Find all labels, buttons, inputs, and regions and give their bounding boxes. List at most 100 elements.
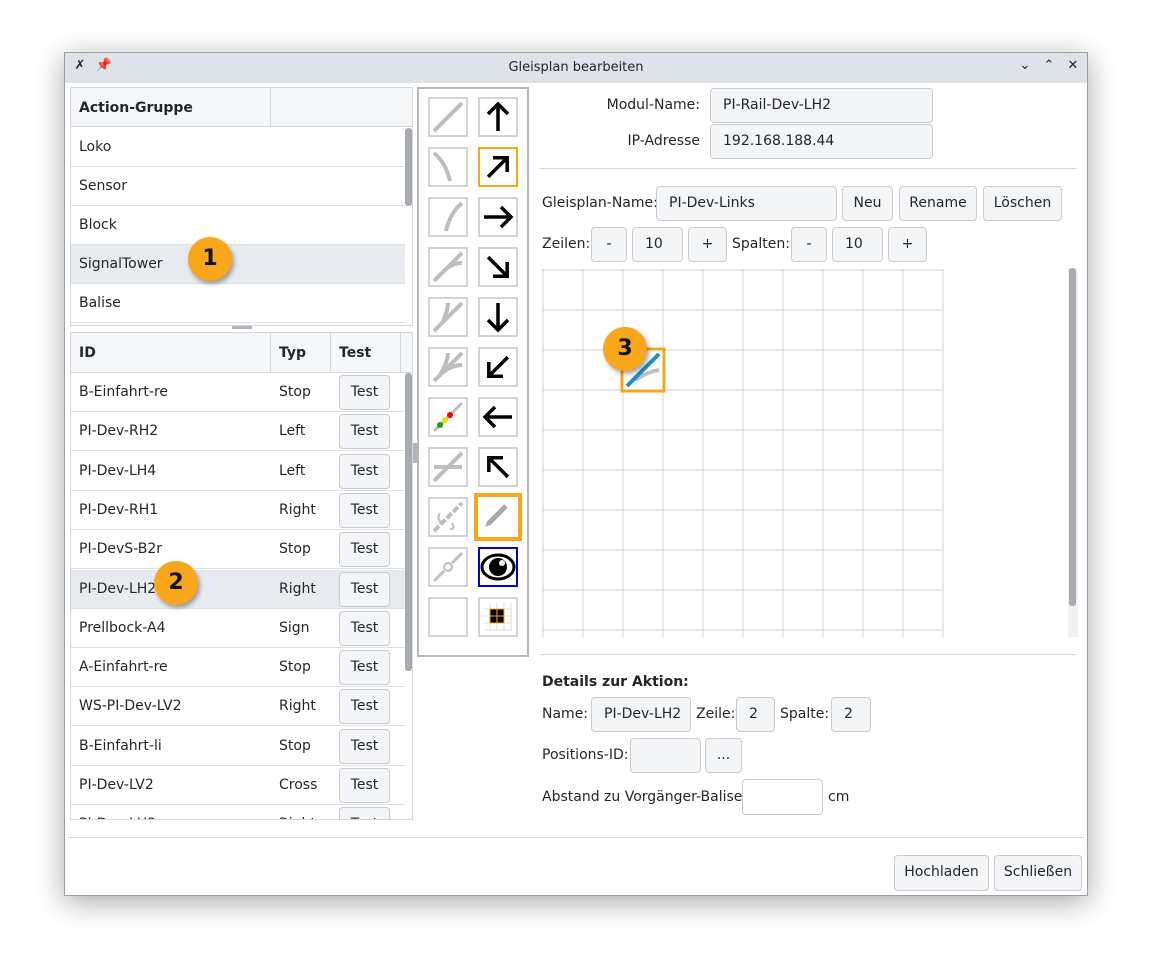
arrow-up-left-tool[interactable] [478, 447, 518, 487]
position-id-browse-button[interactable]: ... [705, 738, 742, 773]
group-row[interactable]: Loko [71, 128, 405, 167]
arrow-left-tool[interactable] [478, 397, 518, 437]
curve-left-tool[interactable] [428, 147, 468, 187]
test-button[interactable]: Test [339, 453, 390, 489]
curve-right-tool[interactable] [428, 197, 468, 237]
group-row[interactable]: Block [71, 206, 405, 245]
action-row[interactable]: B-Einfahrt-li Stop Test [71, 727, 405, 766]
crossing-tool[interactable] [428, 447, 468, 487]
signal-tool[interactable] [428, 397, 468, 437]
action-row[interactable]: PI-Dev-RH2 Left Test [71, 412, 405, 452]
pencil-tool[interactable] [474, 493, 522, 541]
ip-address-field[interactable]: 192.168.188.44 [710, 124, 933, 159]
group-name: Sensor [79, 178, 127, 194]
col-field[interactable]: 2 [831, 697, 871, 732]
test-button[interactable]: Test [339, 650, 390, 686]
position-id-label: Positions-ID: [542, 747, 629, 763]
rows-increment-button[interactable]: + [688, 227, 727, 262]
action-name-field[interactable]: PI-Dev-LH2 [591, 697, 691, 732]
action-row[interactable]: PI-Dev-LH4 Left Test [71, 452, 405, 491]
rows-label: Zeilen: [542, 236, 591, 252]
action-row[interactable]: Prellbock-A4 Sign Test [71, 609, 405, 648]
cols-label: Spalten: [732, 236, 790, 252]
straight-track-tool[interactable] [428, 97, 468, 137]
maximize-icon[interactable]: ⌃ [1043, 58, 1055, 73]
action-id: Prellbock-A4 [79, 619, 166, 636]
cols-field[interactable]: 10 [832, 227, 883, 262]
action-row[interactable]: PI-DevS-B2r Stop Test [71, 530, 405, 570]
new-button[interactable]: Neu [842, 186, 893, 221]
test-button[interactable]: Test [339, 610, 390, 646]
group-row[interactable]: SignalTower [71, 245, 405, 284]
switch-y-tool[interactable] [428, 297, 468, 337]
track-plan-canvas[interactable] [542, 269, 1068, 637]
cols-increment-button[interactable]: + [888, 227, 927, 262]
arrow-up-left-icon [487, 456, 510, 479]
close-button[interactable]: Schließen [994, 855, 1082, 891]
pin-icon[interactable]: 📌 [95, 58, 113, 73]
delete-button[interactable]: Löschen [983, 186, 1062, 221]
minimize-icon[interactable]: ⌄ [1019, 58, 1031, 73]
group-row[interactable]: Sensor [71, 167, 405, 206]
test-button[interactable]: Test [339, 728, 390, 764]
sensor-tool[interactable] [428, 497, 468, 537]
splitter-handle[interactable] [413, 443, 417, 463]
balise-tool[interactable] [428, 547, 468, 587]
scrollbar[interactable] [405, 373, 412, 671]
action-row[interactable]: PI-Dev-LH2 Right Test [71, 569, 405, 609]
rows-decrement-button[interactable]: - [591, 227, 627, 262]
group-row[interactable]: Balise [71, 284, 405, 323]
empty-tool[interactable] [428, 597, 468, 637]
test-button[interactable]: Test [339, 768, 390, 803]
close-icon[interactable]: ✕ [1067, 58, 1079, 73]
test-button[interactable]: Test [339, 375, 390, 410]
arrow-down-right-tool[interactable] [478, 247, 518, 287]
action-row[interactable]: B-Einfahrt-re Stop Test [71, 373, 405, 412]
module-name-field[interactable]: PI-Rail-Dev-LH2 [710, 88, 933, 123]
rows-field[interactable]: 10 [632, 227, 683, 262]
arrow-down-tool[interactable] [478, 297, 518, 337]
arrow-up-tool[interactable] [478, 97, 518, 137]
column-header-action-group[interactable]: Action-Gruppe [71, 88, 271, 127]
arrow-down-left-tool[interactable] [478, 347, 518, 387]
test-button[interactable]: Test [339, 492, 390, 528]
arrow-down-left-icon [487, 355, 510, 378]
action-row[interactable]: PI-Dev-RH1 Right Test [71, 491, 405, 530]
scrollbar-track[interactable] [1068, 268, 1078, 637]
action-row[interactable]: PI-Dev-LV2 Cross Test [71, 766, 405, 805]
action-row[interactable]: A-Einfahrt-re Stop Test [71, 648, 405, 688]
splitter-handle[interactable] [232, 326, 252, 329]
plan-name-field[interactable]: PI-Dev-Links [656, 186, 837, 221]
test-button[interactable]: Test [339, 571, 390, 607]
arrow-right-tool[interactable] [478, 197, 518, 237]
distance-field[interactable] [742, 779, 823, 815]
row-field[interactable]: 2 [736, 697, 775, 732]
action-row[interactable]: PI-Dev-LH3 Right Test [71, 805, 405, 819]
column-header-test[interactable]: Test [331, 333, 401, 373]
curve-right-icon [444, 201, 464, 232]
test-button[interactable]: Test [339, 689, 390, 725]
test-button[interactable]: Test [339, 532, 390, 568]
arrow-up-right-tool[interactable] [478, 147, 518, 187]
distance-label: Abstand zu Vorgänger-Balise: [542, 789, 748, 805]
upload-button[interactable]: Hochladen [894, 855, 989, 891]
grid-tool[interactable] [478, 597, 518, 637]
action-id: PI-Dev-LH2 [79, 580, 157, 597]
module-name-label: Modul-Name: [606, 97, 700, 113]
switch-y-icon [432, 301, 464, 333]
position-id-field[interactable] [630, 738, 701, 773]
toolbox-panel [417, 87, 529, 657]
action-type: Right [279, 501, 316, 518]
rename-button[interactable]: Rename [899, 186, 977, 221]
action-row[interactable]: WS-PI-Dev-LV2 Right Test [71, 687, 405, 727]
test-button[interactable]: Test [339, 807, 390, 819]
cols-decrement-button[interactable]: - [791, 227, 827, 262]
column-header-id[interactable]: ID [71, 333, 271, 373]
switch-left-tool[interactable] [428, 247, 468, 287]
scrollbar[interactable] [405, 128, 412, 206]
three-way-switch-tool[interactable] [428, 347, 468, 387]
test-button[interactable]: Test [339, 414, 390, 450]
name-label: Name: [542, 706, 589, 722]
eye-tool[interactable] [478, 547, 518, 587]
column-header-typ[interactable]: Typ [271, 333, 331, 373]
